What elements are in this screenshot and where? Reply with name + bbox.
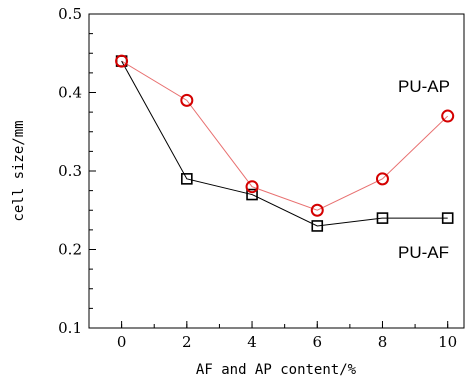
x-tick-label: 8 [378, 333, 388, 351]
series-line-pu-af [121, 60, 448, 227]
data-point-pu-ap [441, 109, 455, 123]
y-tick-label: 0.1 [58, 319, 82, 337]
y-tick-label: 0.2 [58, 241, 82, 259]
x-tick-label: 6 [312, 333, 322, 351]
data-point-pu-af [311, 220, 324, 232]
y-axis: 0.1 0.2 0.3 0.4 0.5 [58, 5, 96, 337]
series-label-pu-ap: PU-AP [398, 77, 450, 96]
y-axis-title: cell size/mm [11, 120, 27, 221]
plot-frame [88, 13, 465, 329]
series-label-pu-af: PU-AF [398, 243, 449, 262]
series-layer [115, 54, 455, 232]
x-tick-label: 2 [182, 333, 192, 351]
y-tick-label: 0.5 [58, 5, 82, 23]
data-point-pu-af [441, 212, 454, 224]
x-axis-title: AF and AP content/% [196, 362, 357, 378]
data-point-pu-af [376, 212, 389, 224]
data-point-pu-ap [180, 93, 194, 107]
y-tick-label: 0.4 [58, 84, 82, 102]
x-axis: 0 2 4 6 8 10 [88, 321, 457, 351]
x-tick-label: 0 [117, 333, 127, 351]
data-point-pu-ap [245, 180, 259, 194]
data-point-pu-ap [115, 54, 129, 68]
series-line-pu-ap [121, 60, 449, 211]
data-point-pu-af [246, 188, 258, 201]
x-tick-label: 4 [247, 333, 257, 351]
data-point-pu-ap [310, 203, 324, 217]
y-tick-label: 0.3 [58, 162, 82, 180]
data-point-pu-ap [375, 172, 389, 186]
x-tick-label: 10 [438, 333, 457, 351]
data-point-pu-af [181, 173, 193, 185]
